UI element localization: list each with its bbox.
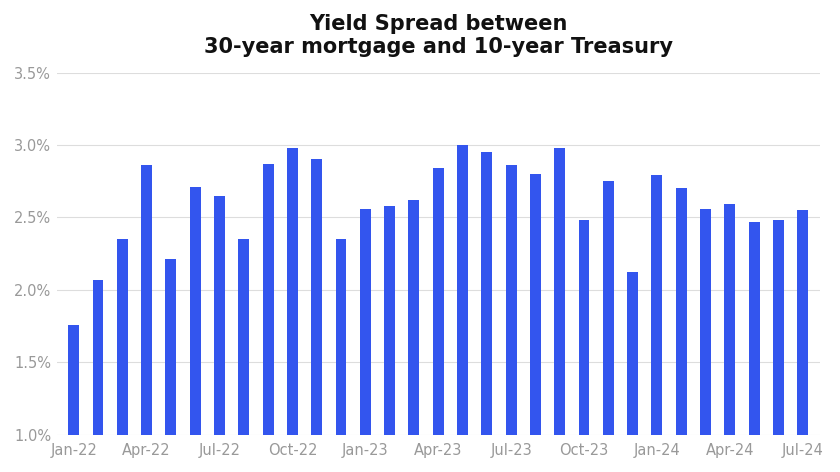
Bar xyxy=(190,187,201,472)
Bar xyxy=(748,222,759,472)
Bar xyxy=(384,206,395,472)
Bar xyxy=(603,181,614,472)
Bar xyxy=(724,204,735,472)
Bar xyxy=(141,165,152,472)
Title: Yield Spread between
30-year mortgage and 10-year Treasury: Yield Spread between 30-year mortgage an… xyxy=(203,14,673,57)
Bar xyxy=(579,220,590,472)
Bar xyxy=(68,325,79,472)
Bar xyxy=(92,280,103,472)
Bar xyxy=(360,209,370,472)
Bar xyxy=(287,148,298,472)
Bar xyxy=(408,200,419,472)
Bar xyxy=(312,160,323,472)
Bar xyxy=(554,148,565,472)
Bar xyxy=(335,239,346,472)
Bar xyxy=(481,152,492,472)
Bar xyxy=(627,272,638,472)
Bar xyxy=(675,188,686,472)
Bar xyxy=(433,168,444,472)
Bar xyxy=(214,196,225,472)
Bar xyxy=(457,145,468,472)
Bar xyxy=(530,174,541,472)
Bar xyxy=(506,165,517,472)
Bar xyxy=(700,209,711,472)
Bar xyxy=(773,220,784,472)
Bar xyxy=(263,164,274,472)
Bar xyxy=(165,260,176,472)
Bar xyxy=(797,210,808,472)
Bar xyxy=(117,239,128,472)
Bar xyxy=(239,239,249,472)
Bar xyxy=(651,176,663,472)
